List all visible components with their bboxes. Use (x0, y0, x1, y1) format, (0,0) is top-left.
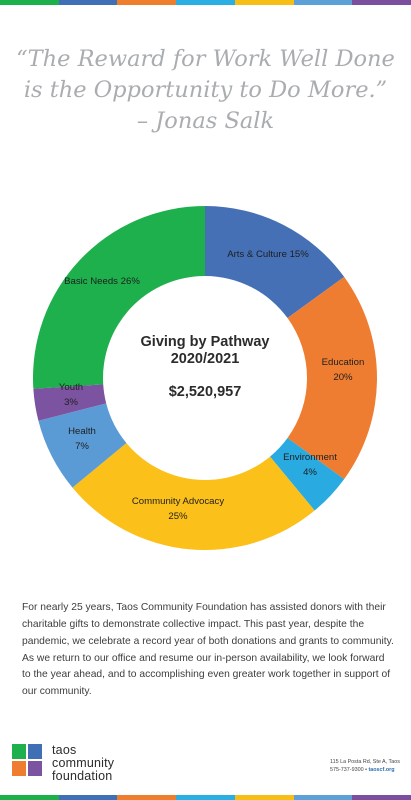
donut-slice-community-advocacy (72, 443, 315, 550)
stripe-segment (176, 795, 235, 800)
logo-square (28, 761, 42, 776)
stripe-segment (117, 795, 177, 800)
contact-website-link[interactable]: taoscf.org (368, 767, 395, 773)
contact-info: 115 La Posta Rd, Ste A, Taos 575-737-930… (330, 758, 400, 774)
foundation-logo: taos community foundation (12, 744, 114, 783)
slice-label-environment: Environment 4% (283, 452, 337, 478)
body-paragraph: For nearly 25 years, Taos Community Foun… (22, 602, 394, 698)
slice-label-health: Health 7% (68, 426, 96, 452)
contact-phone: 575-737-9300 (330, 767, 364, 773)
logo-line-2: community (52, 756, 115, 770)
slice-label-youth: Youth 3% (59, 382, 83, 408)
chart-subtitle: 2020/2021 (170, 351, 240, 367)
bottom-color-stripe (0, 795, 411, 800)
stripe-segment (176, 0, 235, 5)
logo-line-3: foundation (52, 769, 113, 783)
donut-slice-arts-culture (205, 206, 345, 319)
stripe-segment (234, 0, 294, 5)
quote-line-2: is the Opportunity to Do More.” (23, 77, 388, 103)
contact-separator: • (365, 767, 367, 773)
logo-mark-icon (12, 744, 43, 777)
stripe-segment (117, 0, 177, 5)
donut-slice-health (38, 403, 127, 488)
stripe-segment (234, 795, 294, 800)
stripe-segment (0, 795, 59, 800)
chart-center-text: Giving by Pathway 2020/2021 $2,520,957 (105, 334, 305, 400)
quote-line-1: “The Reward for Work Well Done (16, 46, 395, 72)
stripe-segment (352, 0, 411, 5)
slice-label-education: Education 20% (322, 357, 365, 383)
stripe-segment (293, 0, 353, 5)
contact-address: 115 La Posta Rd, Ste A, Taos (330, 759, 400, 765)
stripe-segment (0, 0, 59, 5)
stripe-segment (293, 795, 353, 800)
chart-title: Giving by Pathway (140, 334, 270, 350)
quote-block: “The Reward for Work Well Done is the Op… (0, 44, 411, 137)
stripe-segment (58, 0, 118, 5)
logo-square (12, 761, 26, 776)
quote-attribution: – Jonas Salk (136, 108, 275, 134)
top-color-stripe (0, 0, 411, 5)
chart-total: $2,520,957 (168, 384, 242, 400)
slice-label-community-advocacy: Community Advocacy 25% (132, 496, 224, 522)
donut-slice-environment (270, 437, 345, 511)
logo-wordmark: taos community foundation (52, 744, 114, 783)
donut-slice-education (287, 276, 377, 480)
stripe-segment (58, 795, 118, 800)
stripe-segment (352, 795, 411, 800)
logo-line-1: taos (52, 743, 77, 757)
donut-slice-basic-needs (32, 206, 205, 389)
slice-label-basic-needs: Basic Needs 26% (64, 276, 140, 287)
slice-label-arts-culture: Arts & Culture 15% (227, 249, 309, 260)
logo-square (28, 744, 42, 759)
logo-square (12, 744, 26, 759)
donut-chart: Arts & Culture 15% Education 20% Environmen… (32, 206, 377, 550)
donut-slice-youth (33, 384, 107, 421)
